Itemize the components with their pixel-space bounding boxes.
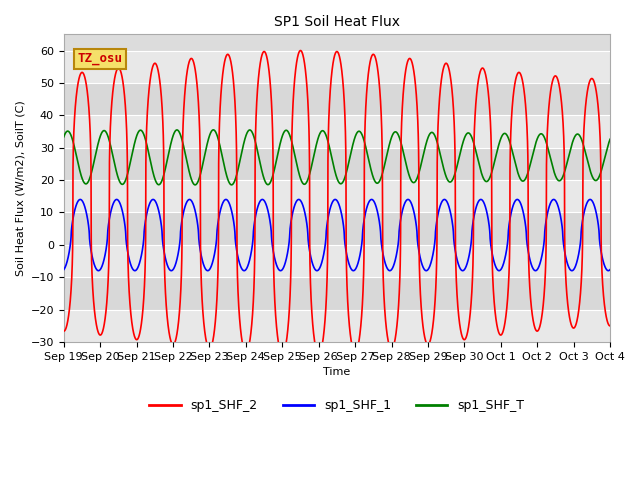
Bar bbox=[64, 50, 610, 83]
Bar bbox=[64, 115, 610, 148]
Bar bbox=[64, 213, 610, 245]
Bar bbox=[64, 277, 610, 310]
Bar bbox=[64, 310, 610, 342]
Text: TZ_osu: TZ_osu bbox=[77, 52, 122, 65]
Title: SP1 Soil Heat Flux: SP1 Soil Heat Flux bbox=[274, 15, 400, 29]
Bar bbox=[64, 148, 610, 180]
Legend: sp1_SHF_2, sp1_SHF_1, sp1_SHF_T: sp1_SHF_2, sp1_SHF_1, sp1_SHF_T bbox=[145, 394, 529, 417]
Y-axis label: Soil Heat Flux (W/m2), SoilT (C): Soil Heat Flux (W/m2), SoilT (C) bbox=[15, 100, 25, 276]
Bar bbox=[64, 83, 610, 115]
Bar bbox=[64, 245, 610, 277]
X-axis label: Time: Time bbox=[323, 367, 351, 377]
Bar bbox=[64, 180, 610, 213]
